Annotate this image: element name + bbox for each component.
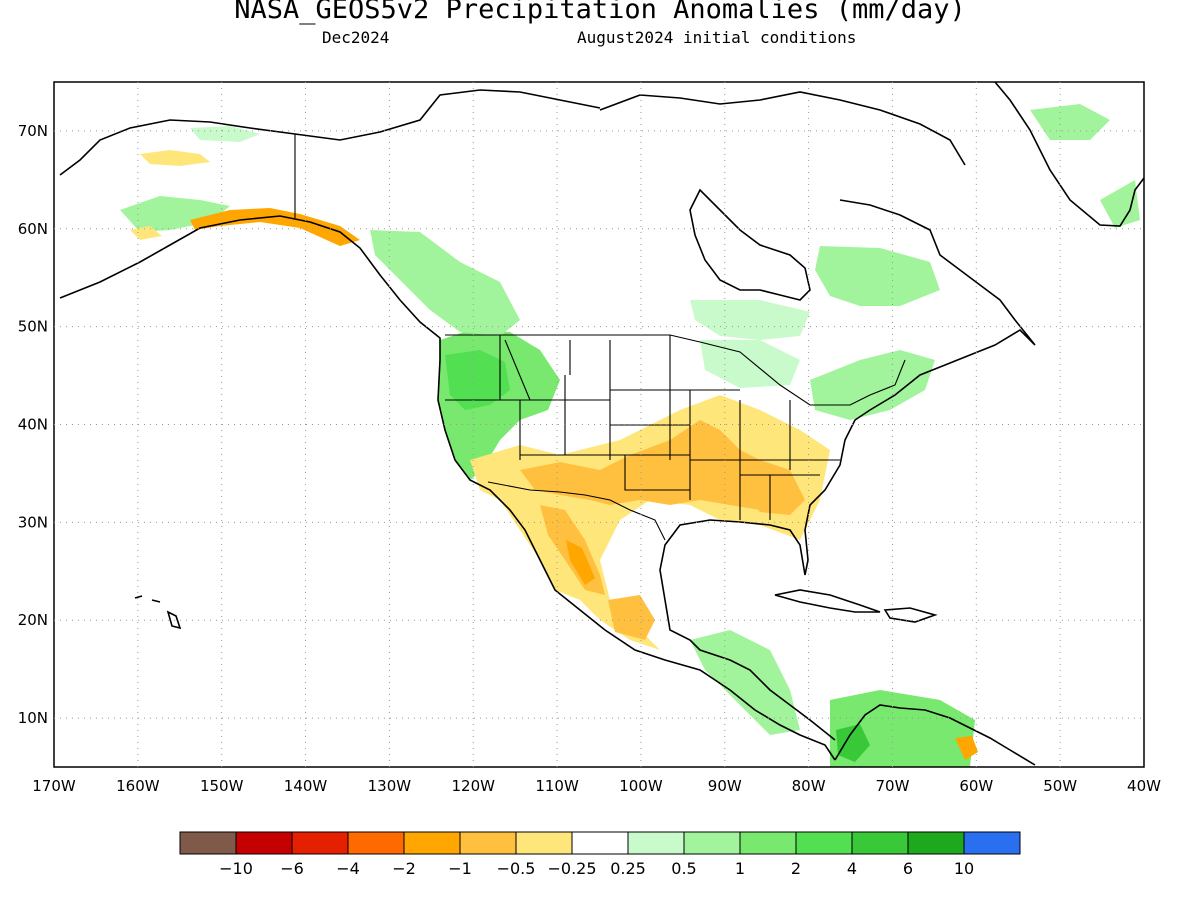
wet-area-alaska-north	[190, 126, 260, 142]
south-america-coast	[834, 704, 1036, 766]
hispaniola	[883, 607, 938, 623]
colorbar-swatch	[907, 831, 965, 855]
lat-label: 20N	[18, 611, 48, 629]
lon-label: 110W	[535, 777, 579, 795]
colorbar-swatch	[459, 831, 517, 855]
colorbar-tick-label: −0.25	[547, 859, 596, 878]
coastlines	[59, 82, 1144, 766]
dry-area-gulf-of-alaska	[190, 208, 360, 246]
wet-area-northeast-us	[810, 350, 935, 420]
longitude-labels: 170W 160W 150W 140W 130W 120W 110W 100W 90W 80W 70…	[32, 777, 1161, 795]
anomaly-shading	[120, 104, 1140, 767]
north-america-coastline	[59, 215, 836, 761]
wet-anomaly-areas	[120, 104, 1140, 767]
map-title: NASA_GEOS5v2 Precipitation Anomalies (mm…	[234, 0, 966, 25]
lat-label: 10N	[18, 709, 48, 727]
map-frame	[53, 81, 1145, 768]
political-borders	[294, 134, 906, 541]
cuba	[774, 589, 881, 613]
colorbar-tick-label: −2	[392, 859, 416, 878]
colorbar-swatch	[347, 831, 405, 855]
lon-label: 140W	[284, 777, 328, 795]
colorbar-swatch	[627, 831, 685, 855]
dry-area-southern-plains	[520, 420, 800, 515]
lon-label: 170W	[32, 777, 76, 795]
wet-area-central-america	[690, 630, 800, 735]
colorbar-swatch	[235, 831, 293, 855]
lon-label: 80W	[792, 777, 826, 795]
colorbar-tick-label: 4	[847, 859, 857, 878]
colorbar-swatch	[571, 831, 629, 855]
wet-area-great-lakes	[700, 340, 800, 388]
lon-label: 160W	[116, 777, 160, 795]
us-canada-border	[445, 334, 906, 406]
dry-area-venezuela	[955, 736, 978, 760]
colorbar-tick-label: 2	[791, 859, 801, 878]
colorbar-swatch	[851, 831, 909, 855]
dry-area-alaska-peninsula	[130, 226, 162, 240]
forecast-month: Dec2024	[322, 28, 390, 47]
colorbar-swatch	[739, 831, 797, 855]
colorbar-swatch	[515, 831, 573, 855]
wet-area-british-columbia	[370, 230, 520, 336]
wet-area-greenland-south	[1100, 180, 1140, 228]
hudson-bay-coast	[689, 188, 811, 301]
dry-area-mexico-core	[566, 540, 595, 585]
colorbar-swatch	[795, 831, 853, 855]
wet-area-quebec	[815, 246, 940, 306]
wet-area-pacific-northwest-core	[445, 350, 510, 410]
colorbar-swatch	[683, 831, 741, 855]
colorbar-tick-label: −0.5	[497, 859, 536, 878]
colorbar-tick-label: 1	[735, 859, 745, 878]
dry-area-southern-mexico	[608, 595, 655, 640]
colorbar-tick-label: 10	[954, 859, 974, 878]
lon-label: 40W	[1127, 777, 1161, 795]
wet-area-colombia-core	[836, 724, 870, 762]
colorbar-tick-labels: −10 −6 −4 −2 −1 −0.5 −0.25 0.25 0.5 1 2 4 6 10	[219, 859, 974, 878]
lon-label: 50W	[1043, 777, 1077, 795]
colorbar-tick-label: 6	[903, 859, 913, 878]
lat-label: 40N	[18, 416, 48, 434]
lon-label: 120W	[451, 777, 495, 795]
dry-area-southeast-us	[740, 470, 805, 515]
lon-label: 100W	[619, 777, 663, 795]
lat-label: 30N	[18, 513, 48, 531]
colorbar-tick-label: −10	[219, 859, 253, 878]
lon-label: 60W	[959, 777, 993, 795]
lon-label: 150W	[200, 777, 244, 795]
us-mexico-border	[487, 481, 666, 541]
lon-label: 90W	[708, 777, 742, 795]
alaska-north-coast	[59, 89, 601, 176]
latitude-labels: 10N 20N 30N 40N 50N 60N 70N	[18, 122, 48, 727]
colorbar-tick-label: −1	[448, 859, 472, 878]
colorbar-swatch	[403, 831, 461, 855]
lat-label: 50N	[18, 318, 48, 336]
us-state-boundaries	[445, 335, 840, 520]
lon-label: 70W	[876, 777, 910, 795]
lat-label: 60N	[18, 220, 48, 238]
colorbar-tick-label: 0.5	[671, 859, 696, 878]
lon-label: 130W	[368, 777, 412, 795]
initial-conditions-label: August2024 initial conditions	[577, 28, 857, 47]
colorbar-swatch	[291, 831, 349, 855]
arctic-islands	[599, 91, 966, 166]
lat-label: 70N	[18, 122, 48, 140]
dry-area-alaska-north	[140, 150, 210, 166]
wet-area-hudson-bay-south	[690, 300, 810, 340]
colorbar-swatch	[179, 831, 237, 855]
hawaii	[134, 595, 182, 630]
colorbar-tick-label: −4	[336, 859, 360, 878]
colorbar-tick-label: 0.25	[610, 859, 646, 878]
colorbar	[179, 831, 1021, 855]
lat-lon-grid	[54, 82, 1144, 767]
colorbar-tick-label: −6	[280, 859, 304, 878]
wet-area-greenland	[1030, 104, 1110, 140]
greenland-coast	[994, 82, 1144, 227]
gulf-coast	[659, 199, 1036, 741]
colorbar-swatch	[963, 831, 1021, 855]
